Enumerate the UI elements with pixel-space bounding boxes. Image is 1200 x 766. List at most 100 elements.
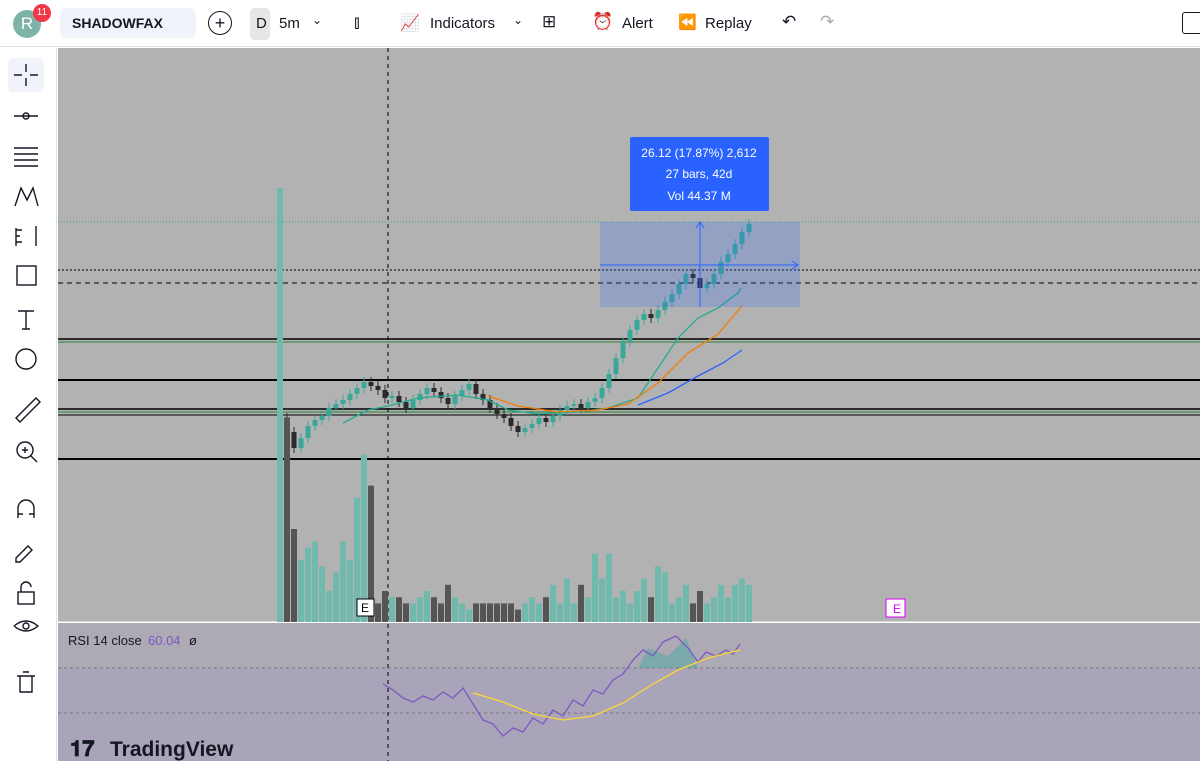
add-symbol[interactable]: + [208,11,232,35]
symbol[interactable]: SHADOWFAX [72,15,163,31]
candle [536,418,542,424]
zoom-tool[interactable] [16,441,34,459]
forecast-tool[interactable] [15,226,37,246]
line-tool[interactable] [14,112,38,120]
lock-tool[interactable] [17,591,35,605]
symbol-box[interactable] [60,8,196,38]
replay-icon[interactable]: ⏪ [678,14,697,31]
indicators[interactable]: Indicators [430,15,496,32]
candle [305,426,311,438]
layouts[interactable]: ⊞ [542,12,557,31]
fib-tool[interactable] [14,147,38,167]
volume-bar [431,597,437,622]
volume-bar [648,597,654,622]
alert-icon[interactable]: ⏰ [592,12,614,31]
interval-caret[interactable]: ⌄ [312,13,323,27]
ruler-tool[interactable] [15,397,41,423]
volume-bar [739,578,745,622]
candle [508,418,514,426]
volume-bar [284,417,290,622]
text-tool[interactable] [18,310,34,330]
candle [319,416,325,420]
candle [564,406,570,410]
redo[interactable]: ↷ [820,12,835,31]
logo[interactable]: 𝟏𝟕 TradingView [70,736,234,761]
candle [445,398,451,404]
candle [683,274,689,284]
candle [480,394,486,400]
candle [459,390,465,396]
volume-bar [361,454,367,622]
indicators-icon[interactable]: 📈 [400,15,420,32]
volume-bar [375,603,381,622]
ma-slow [637,349,743,406]
candle [613,358,619,374]
cursor-tool[interactable] [14,64,38,86]
candle [501,414,507,418]
volume-bar [697,591,703,622]
volume-bar [326,591,332,622]
volume-bar [627,603,633,622]
alert[interactable]: Alert [622,15,653,32]
measure-line: 26.12 (17.87%) 2,612 [641,146,757,160]
candle [354,388,360,394]
candle [361,382,367,388]
earnings-marker[interactable] [885,598,906,618]
candle [298,438,304,448]
candle [403,402,409,408]
hide-tool[interactable] [13,620,40,632]
chart-type[interactable]: ⫾ [354,12,360,32]
volume-bar [599,578,605,622]
volume-bar [305,547,311,622]
candle [676,284,682,294]
indicators-caret[interactable]: ⌄ [513,13,524,27]
measure-tooltip [630,137,769,211]
pattern-tool[interactable] [14,186,39,207]
delete-tool[interactable] [17,671,35,693]
volume-bar [494,603,500,622]
candle [487,400,493,408]
rsi-overbought-fill [638,638,698,668]
interval[interactable]: 5m [279,15,300,32]
candle [340,400,346,404]
volume-bar [487,603,493,622]
magnet-tool[interactable] [17,499,35,518]
volume-bar [585,597,591,622]
rsi-line [382,635,741,737]
candle [431,388,437,392]
undo[interactable]: ↶ [782,12,797,31]
active-tool[interactable] [8,58,44,92]
emoji-tool[interactable] [15,348,37,370]
volume-bar [347,560,353,622]
candle [452,396,458,404]
interval-type[interactable]: D [256,15,267,32]
volume-bar [725,597,731,622]
candle [739,232,745,244]
volume-bar [417,597,423,622]
candle [494,408,500,414]
volume-bar [683,584,689,622]
volume-bar [557,603,563,622]
volume-bar [662,572,668,622]
earnings-marker[interactable] [356,598,375,617]
lock-draw[interactable] [15,545,33,563]
panel-toggle[interactable] [1182,12,1200,34]
volume-bar [543,597,549,622]
candle [375,386,381,390]
sidebar [0,48,57,761]
volume-bar [403,603,409,622]
candle [669,294,675,302]
candle [725,254,731,262]
measure-line: 27 bars, 42d [666,167,733,181]
volume-bar [606,553,612,622]
volume-bar [564,578,570,622]
volume-bar [522,603,528,622]
volume-bar [382,591,388,622]
volume-bar [424,591,430,622]
volume-bar [501,603,507,622]
sidebar-icons [8,58,44,693]
replay[interactable]: Replay [705,15,752,32]
shape-tool[interactable] [16,265,37,286]
volume-bar [732,584,738,622]
volume-bar [298,560,304,622]
